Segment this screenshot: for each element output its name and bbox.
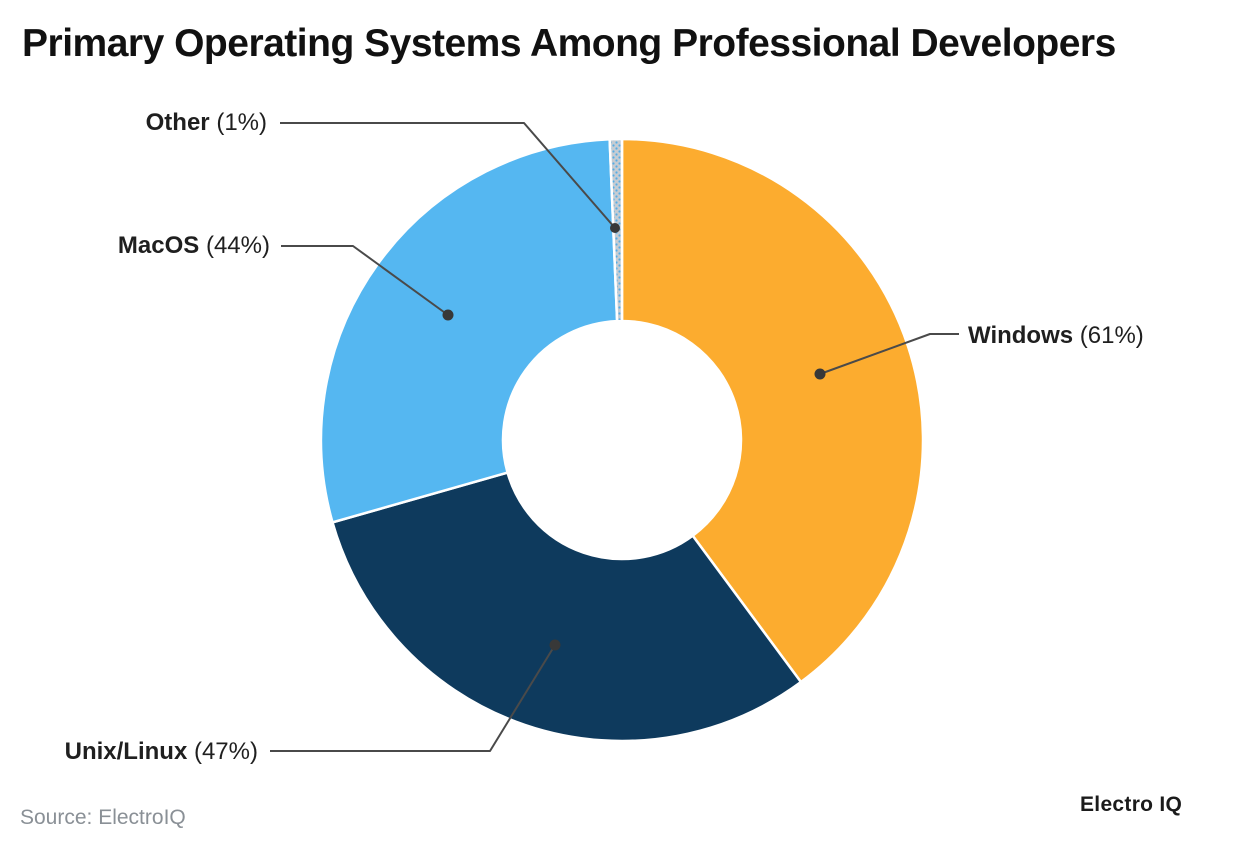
leader-dots (442, 223, 826, 651)
leader-dot-windows (814, 368, 826, 380)
leader-dot-unix (549, 639, 561, 651)
slice-label-macos-pct: (44%) (205, 232, 270, 259)
source-text: Source: ElectroIQ (20, 806, 186, 829)
slice-unix-linux (330, 471, 803, 743)
slice-label-macos-name: MacOS (117, 232, 200, 259)
slice-label-windows-pct: (61%) (1079, 322, 1144, 349)
leader-dot-macos (442, 309, 454, 321)
slice-label-other: Other (1%) (146, 108, 267, 138)
leader-lines (270, 122, 959, 752)
slice-label-windows-name: Windows (968, 322, 1074, 349)
leader-dot-other (610, 223, 620, 233)
leader-line-unix (270, 644, 556, 752)
donut-slices (319, 137, 925, 743)
slice-label-other-name: Other (145, 109, 210, 136)
leader-line-other (280, 122, 616, 229)
slice-label-unix: Unix/Linux (47%) (65, 737, 258, 767)
leader-line-macos (281, 245, 449, 316)
slice-label-unix-name: Unix/Linux (64, 738, 188, 765)
slice-label-other-pct: (1%) (216, 109, 267, 136)
slice-macos (319, 137, 619, 524)
slice-label-macos: MacOS (44%) (118, 231, 270, 261)
slice-windows (620, 137, 925, 684)
chart-title: Primary Operating Systems Among Professi… (22, 22, 1116, 65)
slice-label-windows: Windows (61%) (968, 321, 1144, 351)
brand-logo: Electro IQ (1080, 793, 1183, 816)
leader-line-windows (819, 333, 959, 375)
slice-label-unix-pct: (47%) (193, 738, 258, 765)
